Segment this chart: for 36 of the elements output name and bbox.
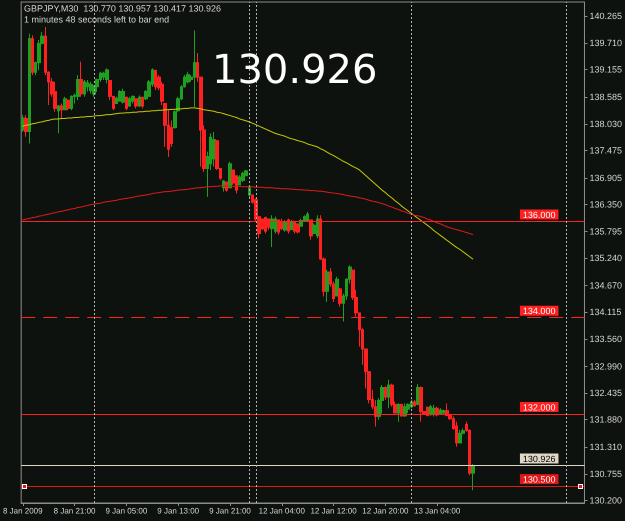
x-tick-label: 9 Jan 21:00 <box>209 506 252 516</box>
y-tick-label: 139.710 <box>589 38 622 48</box>
ref-line-label: 132.000 <box>522 402 556 412</box>
x-tick-label: 8 Jan 21:00 <box>54 506 96 516</box>
y-tick-label: 135.795 <box>589 226 622 236</box>
y-tick-label: 137.475 <box>589 145 622 156</box>
ref-line-label: 134.000 <box>522 306 556 316</box>
y-tick-label: 138.585 <box>589 92 622 102</box>
y-tick-label: 133.560 <box>589 334 622 344</box>
y-tick-label: 130.755 <box>589 468 622 479</box>
chart-title: GBPJPY,M30 130.770 130.957 130.417 130.926 <box>24 4 221 14</box>
y-tick-label: 130.200 <box>589 496 622 506</box>
y-tick-label: 138.030 <box>589 118 622 129</box>
x-tick-label: 12 Jan 12:00 <box>310 506 358 516</box>
y-tick-label: 140.265 <box>589 11 622 22</box>
y-tick-label: 136.905 <box>589 172 622 183</box>
y-tick-label: 135.240 <box>589 253 622 264</box>
y-tick-label: 134.670 <box>589 280 622 290</box>
annotation: 130.926 <box>212 47 378 93</box>
y-tick-label: 139.155 <box>589 64 622 75</box>
y-tick-label: 132.990 <box>589 361 622 372</box>
y-tick-label: 131.310 <box>589 442 622 452</box>
x-tick-label: 9 Jan 13:00 <box>157 506 200 516</box>
y-tick-label: 132.435 <box>589 388 622 398</box>
y-tick-label: 136.350 <box>589 200 622 210</box>
x-tick-label: 13 Jan 04:00 <box>414 506 461 516</box>
ref-line-label: 130.500 <box>522 474 556 485</box>
text: 1 minutes 48 seconds left to bar end <box>24 14 170 24</box>
ref-line-label: 136.000 <box>522 210 556 220</box>
y-tick-label: 134.115 <box>589 307 622 318</box>
x-tick-label: 12 Jan 04:00 <box>258 506 306 516</box>
y-tick-label: 131.880 <box>589 414 622 425</box>
x-tick-label: 9 Jan 05:00 <box>105 506 148 516</box>
x-tick-label: 8 Jan 2009 <box>2 506 44 516</box>
ref-line-label: 130.926 <box>522 454 556 464</box>
x-tick-label: 12 Jan 20:00 <box>362 506 410 516</box>
